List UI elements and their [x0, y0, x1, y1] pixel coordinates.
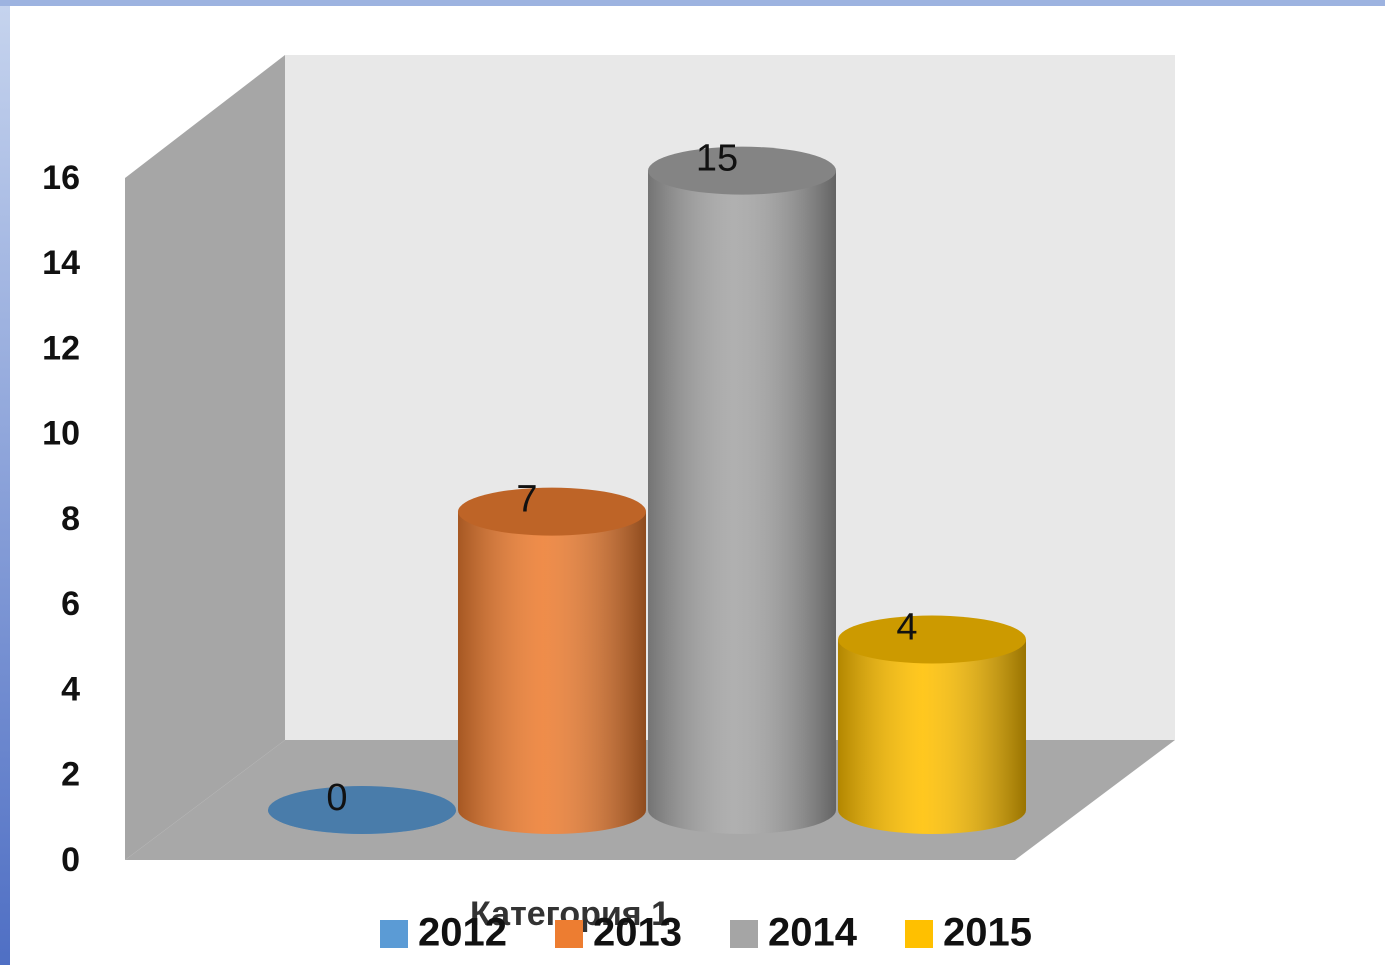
y-tick-label: 4	[61, 670, 80, 708]
side-wall	[125, 55, 285, 860]
y-tick-label: 12	[42, 329, 80, 367]
value-label: 4	[896, 607, 917, 649]
legend-label: 2013	[593, 911, 682, 955]
legend-swatch	[380, 920, 408, 948]
shading	[648, 170, 836, 834]
frame-left	[0, 0, 10, 965]
legend-label: 2015	[943, 911, 1032, 955]
cylinder-top	[648, 146, 836, 195]
y-tick-label: 0	[61, 841, 80, 879]
cylinder-top	[458, 487, 646, 536]
y-tick-label: 2	[61, 756, 80, 794]
legend-swatch	[905, 920, 933, 948]
y-tick-label: 14	[42, 244, 80, 282]
value-label: 7	[516, 479, 537, 521]
cylinder-top	[268, 786, 456, 834]
legend-label: 2012	[418, 911, 507, 955]
cylinder-top	[838, 615, 1026, 664]
y-tick-label: 6	[61, 585, 80, 623]
legend-swatch	[555, 920, 583, 948]
legend-label: 2014	[768, 911, 858, 955]
y-tick-label: 16	[42, 159, 80, 197]
y-tick-label: 8	[61, 500, 80, 538]
value-label: 15	[696, 138, 738, 180]
y-tick-label: 10	[42, 415, 80, 453]
shading	[838, 639, 1026, 834]
legend-swatch	[730, 920, 758, 948]
shading	[458, 511, 646, 834]
frame-top	[0, 0, 1385, 6]
value-label: 0	[326, 777, 347, 819]
